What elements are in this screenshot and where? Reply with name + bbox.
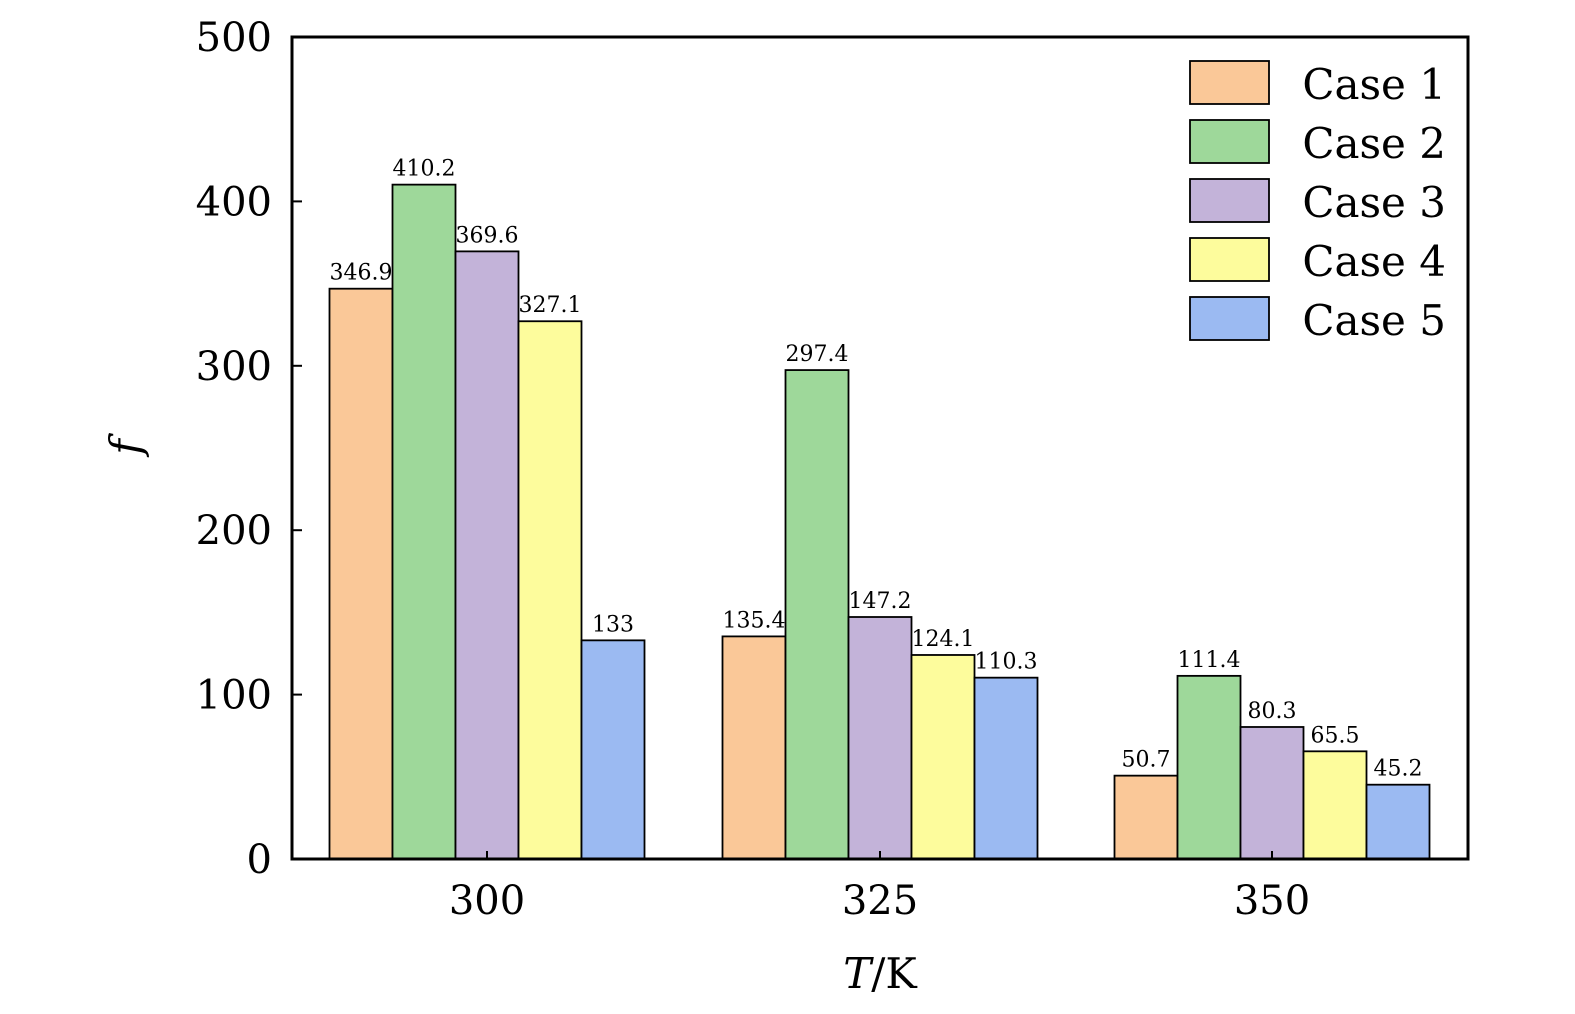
legend-label-case3: Case 3 bbox=[1302, 178, 1446, 227]
y-tick-label: 300 bbox=[196, 344, 272, 390]
bar-case4-t325 bbox=[910, 654, 976, 860]
legend-label-case2: Case 2 bbox=[1302, 119, 1446, 168]
legend-label-case1: Case 1 bbox=[1302, 60, 1446, 109]
y-tick-label: 400 bbox=[196, 179, 272, 225]
bars-layer bbox=[328, 183, 1431, 860]
y-tick-label: 200 bbox=[196, 508, 272, 554]
legend-swatch-case5 bbox=[1189, 296, 1270, 341]
y-tick-label: 500 bbox=[196, 15, 272, 61]
data-labels-layer: 346.9 410.2 369.6 327.1 133 135.4 297.4 147.212… bbox=[330, 157, 1423, 782]
x-axis: 300 325 350 bbox=[449, 851, 1310, 924]
bar-case3-t350 bbox=[1239, 726, 1305, 860]
y-axis-title: f bbox=[101, 433, 150, 458]
data-label-case1-t350: 50.7 bbox=[1122, 748, 1171, 773]
bar-case5-t325 bbox=[973, 676, 1039, 860]
bar-case1-t300 bbox=[328, 287, 394, 860]
x-axis-title-var: T bbox=[843, 949, 874, 998]
x-tick-label: 300 bbox=[449, 878, 525, 924]
legend-swatch-case4 bbox=[1189, 237, 1270, 282]
data-label-case5-t325: 110.3 bbox=[975, 650, 1038, 675]
data-label-case1-t325: 135.4 bbox=[723, 608, 786, 633]
data-label-case4-t350: 65.5 bbox=[1311, 723, 1360, 748]
bar-case5-t300 bbox=[580, 639, 646, 860]
x-axis-title: T/K bbox=[843, 949, 918, 998]
bar-case1-t350 bbox=[1113, 774, 1179, 860]
data-label-case3-t300: 369.6 bbox=[456, 223, 519, 248]
x-tick-label: 350 bbox=[1234, 878, 1310, 924]
legend-label-case4: Case 4 bbox=[1302, 237, 1446, 286]
data-label-case2-t300: 410.2 bbox=[393, 157, 456, 182]
bar-case4-t350 bbox=[1302, 750, 1368, 860]
legend-swatch-case2 bbox=[1189, 119, 1270, 164]
x-axis-title-unit: /K bbox=[871, 949, 918, 998]
bar-case2-t350 bbox=[1176, 674, 1242, 860]
bar-case4-t300 bbox=[517, 320, 583, 860]
bar-case3-t300 bbox=[454, 250, 520, 860]
y-tick-label: 100 bbox=[196, 673, 272, 719]
legend: Case 1 Case 2 Case 3 Case 4 Case 5 bbox=[1189, 60, 1446, 345]
data-label-case3-t350: 80.3 bbox=[1248, 699, 1297, 724]
y-tick-label: 0 bbox=[247, 837, 272, 883]
bar-case1-t325 bbox=[721, 635, 787, 860]
data-label-case2-t325: 297.4 bbox=[786, 342, 849, 367]
y-axis: 0 100 200 300 400 500 bbox=[196, 15, 302, 883]
data-label-case5-t300: 133 bbox=[592, 612, 634, 637]
data-label-case4-t300: 327.1 bbox=[519, 293, 582, 318]
data-label-case4-t325: 124.1 bbox=[912, 627, 975, 652]
data-label-case1-t300: 346.9 bbox=[330, 261, 393, 286]
legend-swatch-case3 bbox=[1189, 178, 1270, 223]
bar-case2-t325 bbox=[784, 369, 850, 860]
legend-label-case5: Case 5 bbox=[1302, 296, 1446, 345]
data-label-case3-t325: 147.2 bbox=[849, 589, 912, 614]
bar-case5-t350 bbox=[1365, 783, 1431, 860]
bar-case3-t325 bbox=[847, 616, 913, 860]
x-tick-label: 325 bbox=[842, 878, 918, 924]
bar-case2-t300 bbox=[391, 183, 457, 860]
data-label-case2-t350: 111.4 bbox=[1178, 648, 1241, 673]
data-label-case5-t350: 45.2 bbox=[1374, 757, 1423, 782]
legend-swatch-case1 bbox=[1189, 60, 1270, 105]
